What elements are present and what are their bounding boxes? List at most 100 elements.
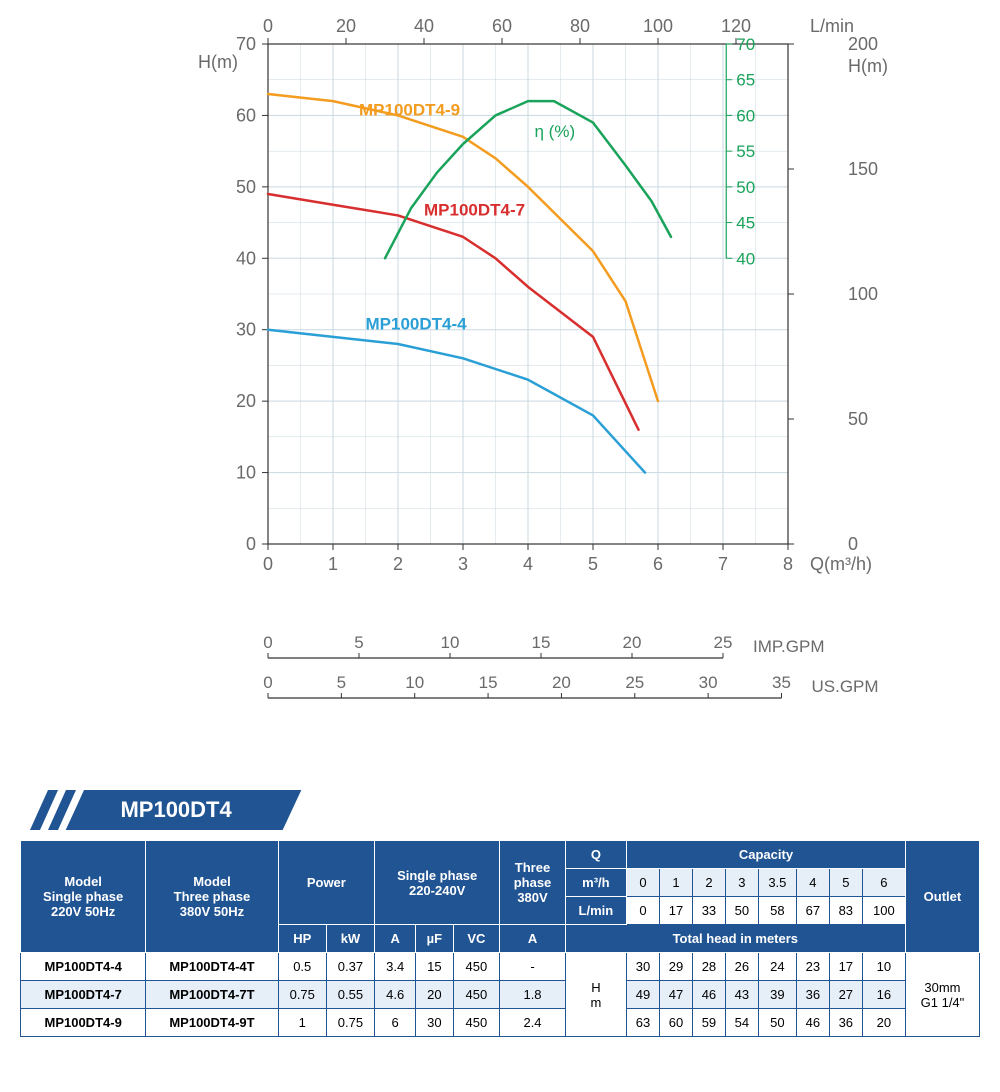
a2-cell: 1.8 — [500, 981, 565, 1009]
a2-cell: 2.4 — [500, 1009, 565, 1037]
vc-cell: 450 — [453, 953, 500, 981]
a-cell: 3.4 — [375, 953, 416, 981]
head-cell: 24 — [758, 953, 796, 981]
svg-text:70: 70 — [736, 35, 755, 54]
head-cell: 23 — [796, 953, 829, 981]
svg-text:2: 2 — [393, 554, 403, 574]
head-cell: 26 — [725, 953, 758, 981]
q-m3h-cell: 1 — [660, 869, 693, 897]
svg-text:120: 120 — [721, 16, 751, 36]
svg-text:10: 10 — [441, 633, 460, 652]
head-cell: 27 — [829, 981, 862, 1009]
table-row: MP100DT4-9MP100DT4-9T10.756304502.463605… — [21, 1009, 980, 1037]
head-cell: 17 — [829, 953, 862, 981]
model-sp-cell: MP100DT4-7 — [21, 981, 146, 1009]
svg-text:0: 0 — [263, 673, 272, 692]
head-cell: 30 — [627, 953, 660, 981]
q-m3h-cell: 0 — [627, 869, 660, 897]
q-m3h-cell: 3 — [725, 869, 758, 897]
a-cell: 4.6 — [375, 981, 416, 1009]
head-cell: 59 — [692, 1009, 725, 1037]
banner-title: MP100DT4 — [90, 790, 301, 830]
head-cell: 47 — [660, 981, 693, 1009]
hp-cell: 0.5 — [278, 953, 326, 981]
svg-text:0: 0 — [246, 534, 256, 554]
col-total-head: Total head in meters — [565, 925, 905, 953]
col-vc: VC — [453, 925, 500, 953]
svg-text:H(m): H(m) — [198, 52, 238, 72]
svg-text:H(m): H(m) — [848, 56, 888, 76]
col-tp: Threephase380V — [500, 841, 565, 925]
table-row: MP100DT4-7MP100DT4-7T0.750.554.6204501.8… — [21, 981, 980, 1009]
svg-text:15: 15 — [532, 633, 551, 652]
col-hp: HP — [278, 925, 326, 953]
kw-cell: 0.75 — [326, 1009, 374, 1037]
a2-cell: - — [500, 953, 565, 981]
svg-text:60: 60 — [236, 105, 256, 125]
model-tp-cell: MP100DT4-4T — [146, 953, 278, 981]
svg-text:MP100DT4-7: MP100DT4-7 — [424, 200, 525, 219]
q-m3h-cell: 6 — [862, 869, 905, 897]
svg-text:η (%): η (%) — [535, 122, 576, 141]
svg-text:45: 45 — [736, 214, 755, 233]
kw-cell: 0.37 — [326, 953, 374, 981]
svg-text:US.GPM: US.GPM — [812, 677, 879, 696]
head-cell: 49 — [627, 981, 660, 1009]
svg-text:100: 100 — [643, 16, 673, 36]
svg-text:70: 70 — [236, 34, 256, 54]
svg-text:5: 5 — [588, 554, 598, 574]
svg-text:30: 30 — [236, 320, 256, 340]
svg-text:30: 30 — [699, 673, 718, 692]
col-kw: kW — [326, 925, 374, 953]
svg-text:40: 40 — [236, 248, 256, 268]
col-a: A — [375, 925, 416, 953]
table-row: MP100DT4-4MP100DT4-4T0.50.373.415450-Hm3… — [21, 953, 980, 981]
hm-cell: Hm — [565, 953, 626, 1037]
q-m3h-cell: 2 — [692, 869, 725, 897]
head-cell: 16 — [862, 981, 905, 1009]
outlet-cell: 30mmG1 1/4" — [905, 953, 979, 1037]
svg-text:MP100DT4-4: MP100DT4-4 — [366, 315, 468, 334]
col-power: Power — [278, 841, 374, 925]
q-lmin-cell: 0 — [627, 897, 660, 925]
q-unit-lmin: L/min — [565, 897, 626, 925]
model-sp-cell: MP100DT4-9 — [21, 1009, 146, 1037]
col-capacity: Capacity — [627, 841, 906, 869]
uf-cell: 15 — [416, 953, 453, 981]
head-cell: 54 — [725, 1009, 758, 1037]
col-a2: A — [500, 925, 565, 953]
vc-cell: 450 — [453, 1009, 500, 1037]
model-tp-cell: MP100DT4-7T — [146, 981, 278, 1009]
col-q: Q — [565, 841, 626, 869]
svg-text:4: 4 — [523, 554, 533, 574]
spec-section: MP100DT4 ModelSingle phase220V 50HzModel… — [0, 760, 1000, 1057]
svg-text:0: 0 — [263, 16, 273, 36]
col-outlet: Outlet — [905, 841, 979, 953]
kw-cell: 0.55 — [326, 981, 374, 1009]
hp-cell: 0.75 — [278, 981, 326, 1009]
svg-text:40: 40 — [414, 16, 434, 36]
svg-text:Q(m³/h): Q(m³/h) — [810, 554, 872, 574]
hp-cell: 1 — [278, 1009, 326, 1037]
svg-text:40: 40 — [736, 249, 755, 268]
head-cell: 20 — [862, 1009, 905, 1037]
svg-text:25: 25 — [714, 633, 733, 652]
a-cell: 6 — [375, 1009, 416, 1037]
svg-text:5: 5 — [337, 673, 346, 692]
svg-text:50: 50 — [848, 409, 868, 429]
uf-cell: 20 — [416, 981, 453, 1009]
svg-text:200: 200 — [848, 34, 878, 54]
vc-cell: 450 — [453, 981, 500, 1009]
head-cell: 46 — [796, 1009, 829, 1037]
head-cell: 46 — [692, 981, 725, 1009]
model-tp-cell: MP100DT4-9T — [146, 1009, 278, 1037]
chart-svg: 010203040506070H(m)012345678Q(m³/h)02040… — [0, 0, 1000, 760]
svg-text:150: 150 — [848, 159, 878, 179]
svg-text:5: 5 — [354, 633, 363, 652]
svg-text:50: 50 — [736, 178, 755, 197]
q-lmin-cell: 50 — [725, 897, 758, 925]
uf-cell: 30 — [416, 1009, 453, 1037]
svg-text:20: 20 — [552, 673, 571, 692]
svg-text:55: 55 — [736, 142, 755, 161]
head-cell: 36 — [829, 1009, 862, 1037]
